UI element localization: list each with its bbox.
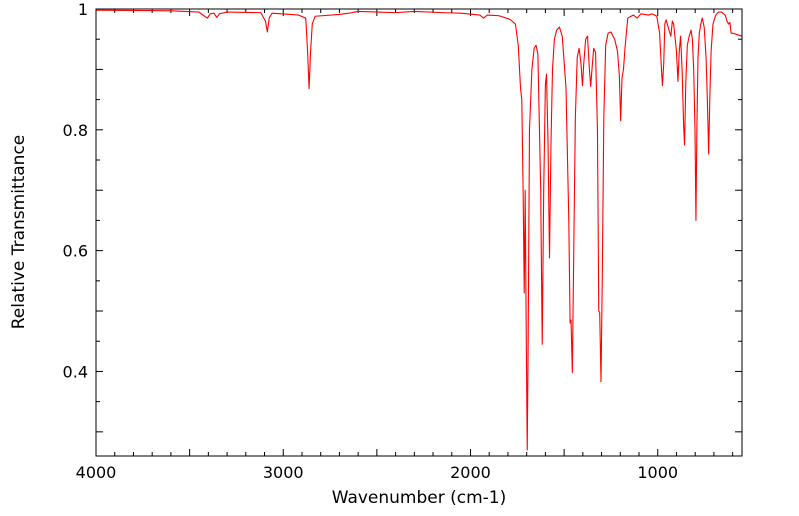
spectrum-line [95, 9, 743, 451]
x-tick-label: 4000 [76, 463, 117, 482]
x-tick-labels: 4000 3000 2000 1000 [76, 463, 678, 482]
y-tick-label: 0.8 [63, 121, 88, 140]
axis-ticks [95, 8, 742, 456]
x-axis-label: Wavenumber (cm-1) [332, 488, 507, 508]
y-tick-label: 0.6 [63, 242, 88, 261]
plot-frame [95, 8, 743, 457]
x-tick-label: 1000 [637, 463, 678, 482]
y-tick-labels: 0.4 0.6 0.8 1 [63, 0, 88, 381]
y-axis-label: Relative Transmittance [9, 135, 29, 330]
x-tick-label: 3000 [263, 463, 304, 482]
y-tick-label: 1 [78, 0, 88, 19]
y-tick-label: 0.4 [63, 362, 88, 381]
x-tick-label: 2000 [450, 463, 491, 482]
